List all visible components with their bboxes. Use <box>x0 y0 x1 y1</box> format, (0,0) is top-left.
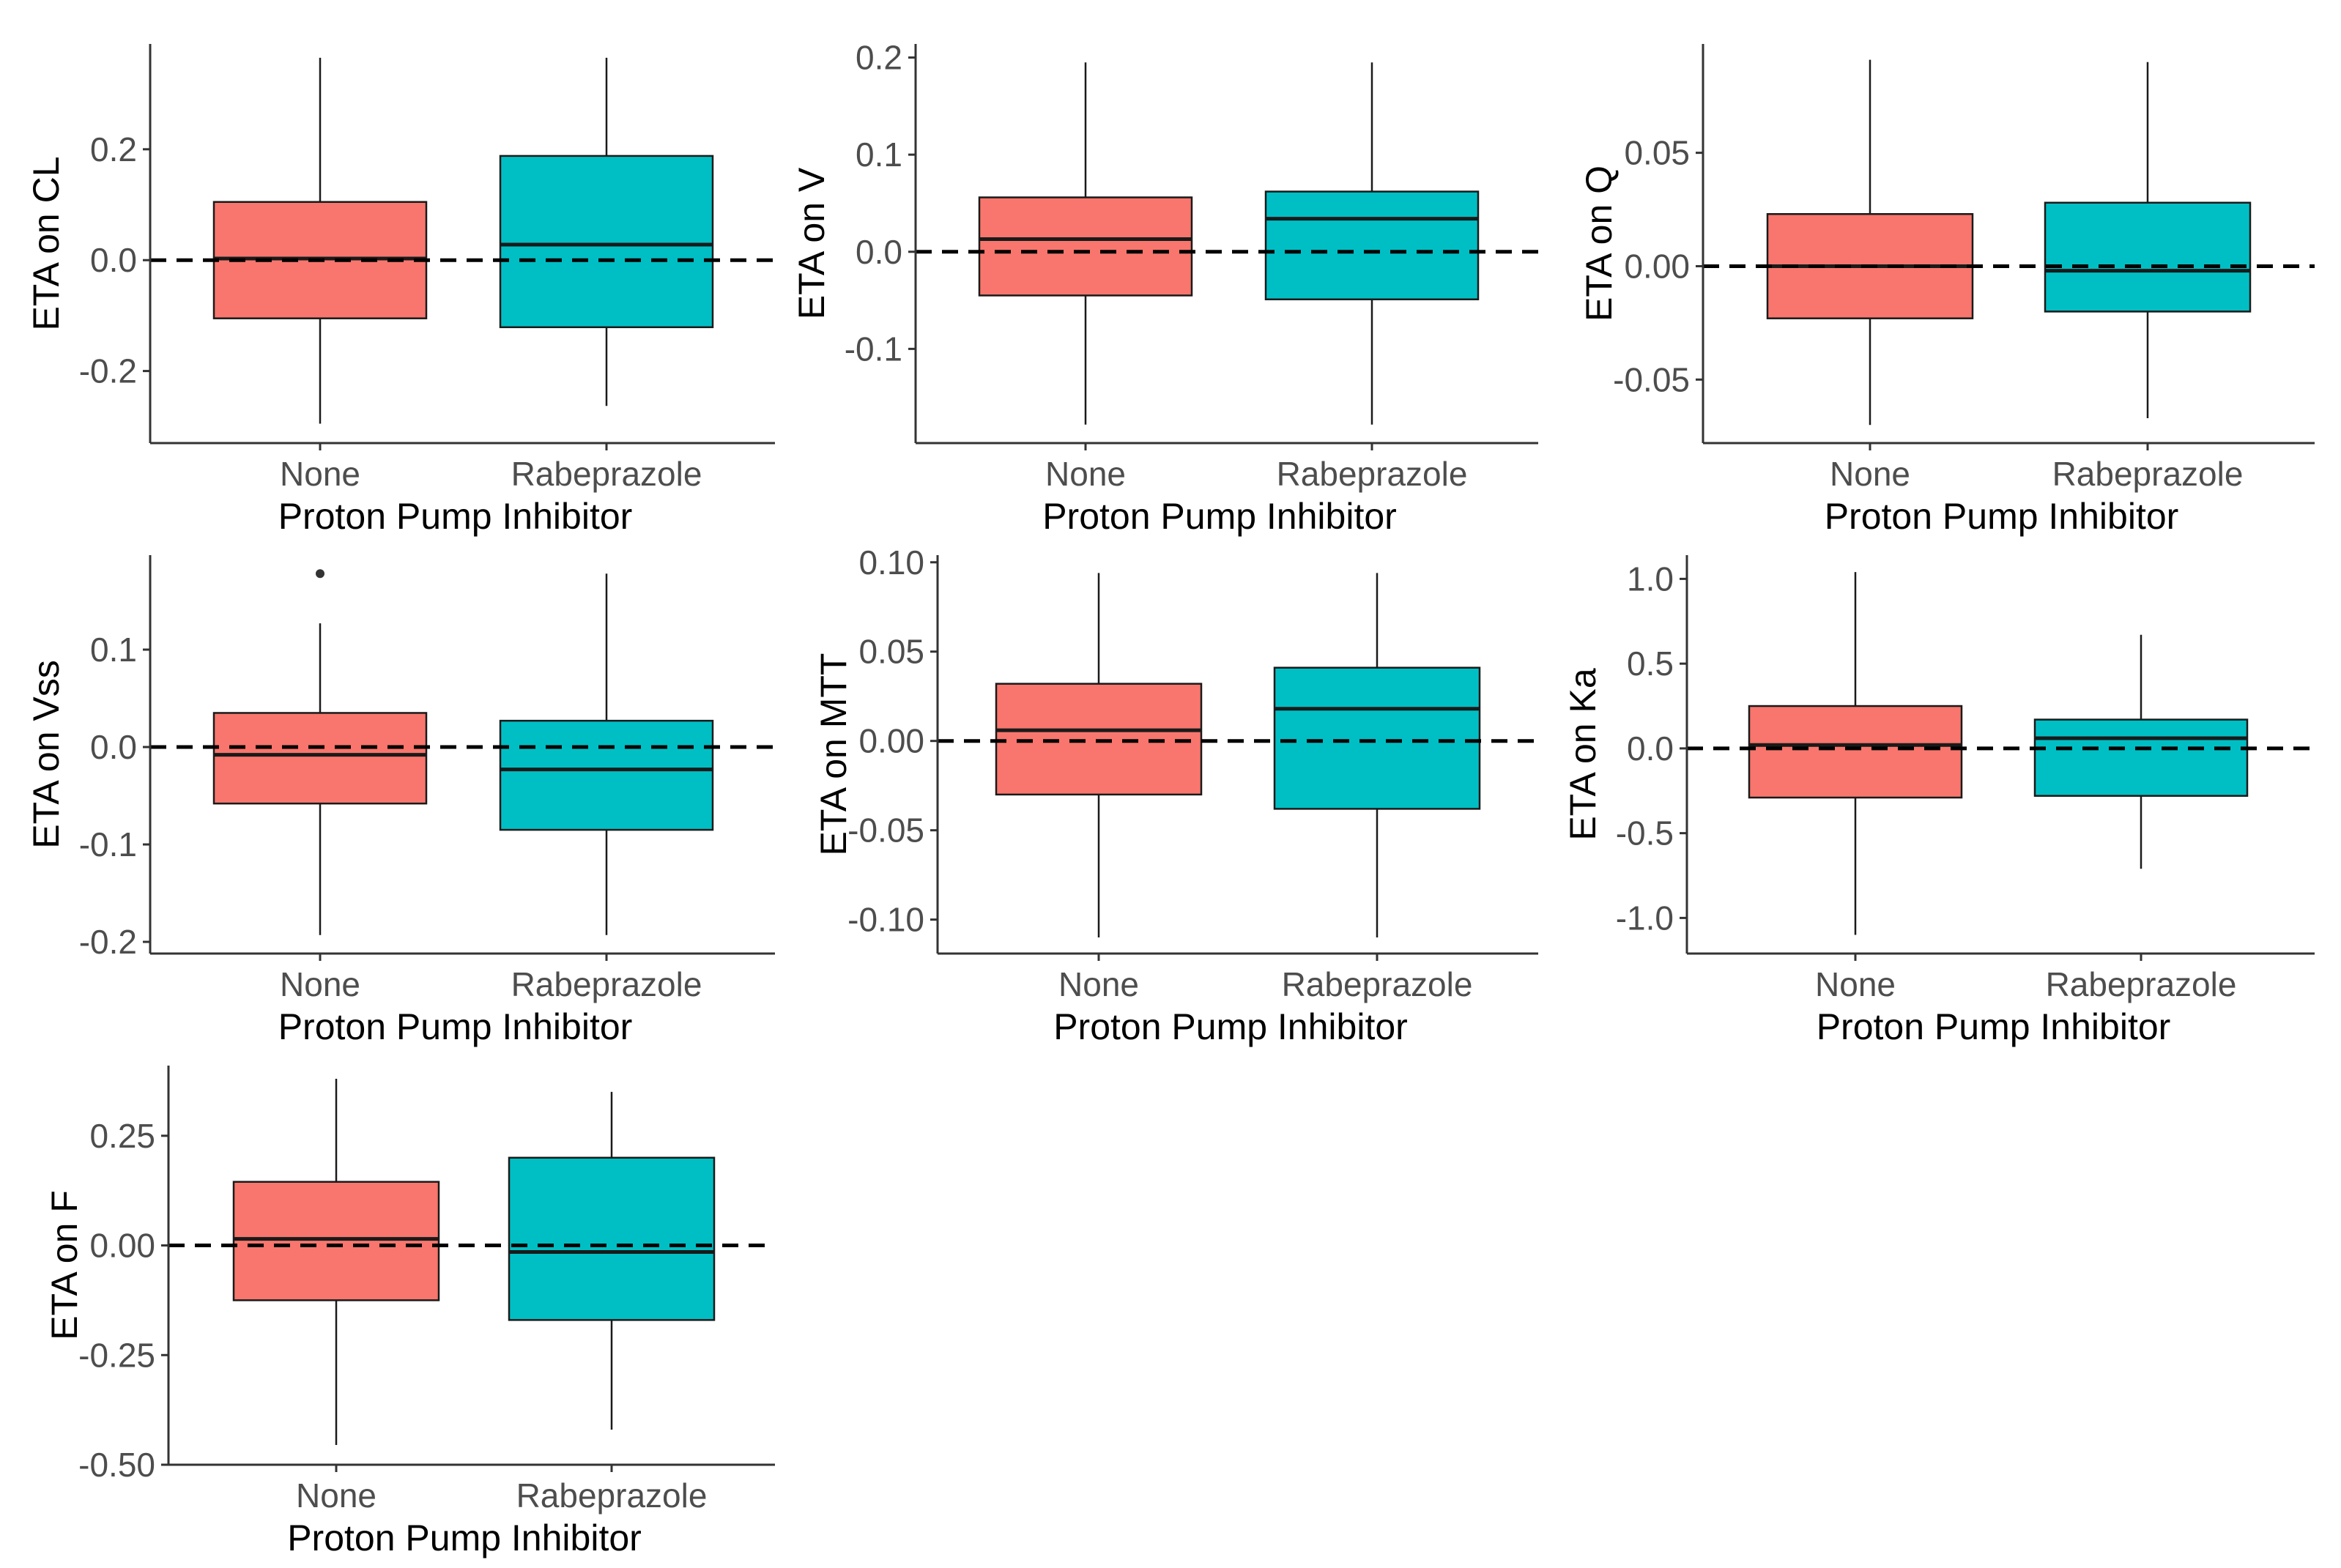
y-axis-title: ETA on Ka <box>1562 668 1603 841</box>
y-tick-label: 0.25 <box>89 1117 155 1155</box>
x-category-label-rabeprazole: Rabeprazole <box>2052 455 2244 493</box>
panel-7: -0.50 -0.25 0.00 0.25 None RabeprazoleProton … <box>44 1066 775 1558</box>
y-tick-label: 0.00 <box>1624 247 1690 285</box>
y-axis-title: ETA on V <box>791 167 832 319</box>
y-tick-label: 0.5 <box>1627 644 1674 683</box>
box-rabeprazole <box>499 155 714 329</box>
x-axis-title: Proton Pump Inhibitor <box>278 496 633 537</box>
y-tick-label: -0.50 <box>78 1446 155 1484</box>
y-tick-label: 0.10 <box>858 543 924 582</box>
x-axis-title: Proton Pump Inhibitor <box>1825 496 2179 537</box>
y-axis-title: ETA on MTT <box>813 653 854 856</box>
y-tick-label: 0.2 <box>90 130 137 168</box>
box-none <box>1748 705 1963 799</box>
y-axis-title: ETA on Q <box>1578 166 1620 322</box>
x-axis-title: Proton Pump Inhibitor <box>1817 1006 2171 1047</box>
y-tick-label: 1.0 <box>1627 560 1674 598</box>
x-category-label-none: None <box>280 455 360 493</box>
y-tick-label: 0.0 <box>90 728 137 766</box>
x-category-label-none: None <box>1830 455 1910 493</box>
y-tick-label: 0.0 <box>1627 729 1674 768</box>
y-tick-label: -0.2 <box>79 923 137 961</box>
x-axis-title: Proton Pump Inhibitor <box>1042 496 1397 537</box>
y-tick-label: 0.1 <box>856 135 902 174</box>
y-tick-label: 0.0 <box>90 241 137 279</box>
x-category-label-rabeprazole: Rabeprazole <box>1282 965 1473 1003</box>
y-tick-label: 0.05 <box>858 633 924 671</box>
y-tick-label: -1.0 <box>1616 899 1674 937</box>
y-tick-label: -0.5 <box>1616 814 1674 852</box>
box-none <box>978 196 1193 297</box>
x-category-label-rabeprazole: Rabeprazole <box>1277 455 1468 493</box>
y-tick-label: 0.00 <box>89 1227 155 1265</box>
x-category-label-none: None <box>1045 455 1126 493</box>
y-tick-label: -0.25 <box>78 1336 155 1374</box>
y-axis-title: ETA on Vss <box>26 660 67 849</box>
y-tick-label: 0.1 <box>90 631 137 669</box>
x-category-label-rabeprazole: Rabeprazole <box>2046 965 2237 1003</box>
x-axis-title: Proton Pump Inhibitor <box>278 1006 633 1047</box>
box-rabeprazole <box>508 1156 716 1321</box>
box-rabeprazole <box>499 719 714 831</box>
x-category-label-rabeprazole: Rabeprazole <box>511 965 702 1003</box>
x-category-label-none: None <box>1815 965 1896 1003</box>
x-category-label-rabeprazole: Rabeprazole <box>516 1476 708 1515</box>
y-tick-label: -0.10 <box>847 901 924 939</box>
y-tick-label: -0.1 <box>79 825 137 863</box>
y-tick-label: -0.2 <box>79 352 137 390</box>
box-rabeprazole <box>1273 666 1481 810</box>
y-axis-title: ETA on F <box>44 1190 85 1340</box>
box-rabeprazole <box>2044 201 2252 313</box>
x-category-label-none: None <box>296 1476 376 1515</box>
y-tick-label: 0.05 <box>1624 134 1690 172</box>
y-axis-title: ETA on CL <box>26 156 67 330</box>
box-rabeprazole <box>1264 190 1480 300</box>
panel-5: -0.10 -0.05 0.00 0.05 0.10 None RabeprazolePro… <box>813 543 1538 1047</box>
y-tick-label: 0.00 <box>858 722 924 760</box>
outlier-point-none <box>316 569 324 579</box>
box-none <box>212 712 428 805</box>
y-tick-label: 0.0 <box>856 233 902 271</box>
x-axis-title: Proton Pump Inhibitor <box>1053 1006 1408 1047</box>
x-category-label-none: None <box>280 965 360 1003</box>
box-rabeprazole <box>2033 718 2249 797</box>
box-none <box>232 1181 440 1301</box>
y-tick-label: 0.2 <box>856 39 902 77</box>
y-tick-label: -0.1 <box>845 330 902 368</box>
x-axis-title: Proton Pump Inhibitor <box>287 1517 642 1558</box>
x-category-label-rabeprazole: Rabeprazole <box>511 455 702 493</box>
y-tick-label: -0.05 <box>847 811 924 850</box>
x-category-label-none: None <box>1058 965 1139 1003</box>
y-tick-label: -0.05 <box>1613 360 1690 398</box>
